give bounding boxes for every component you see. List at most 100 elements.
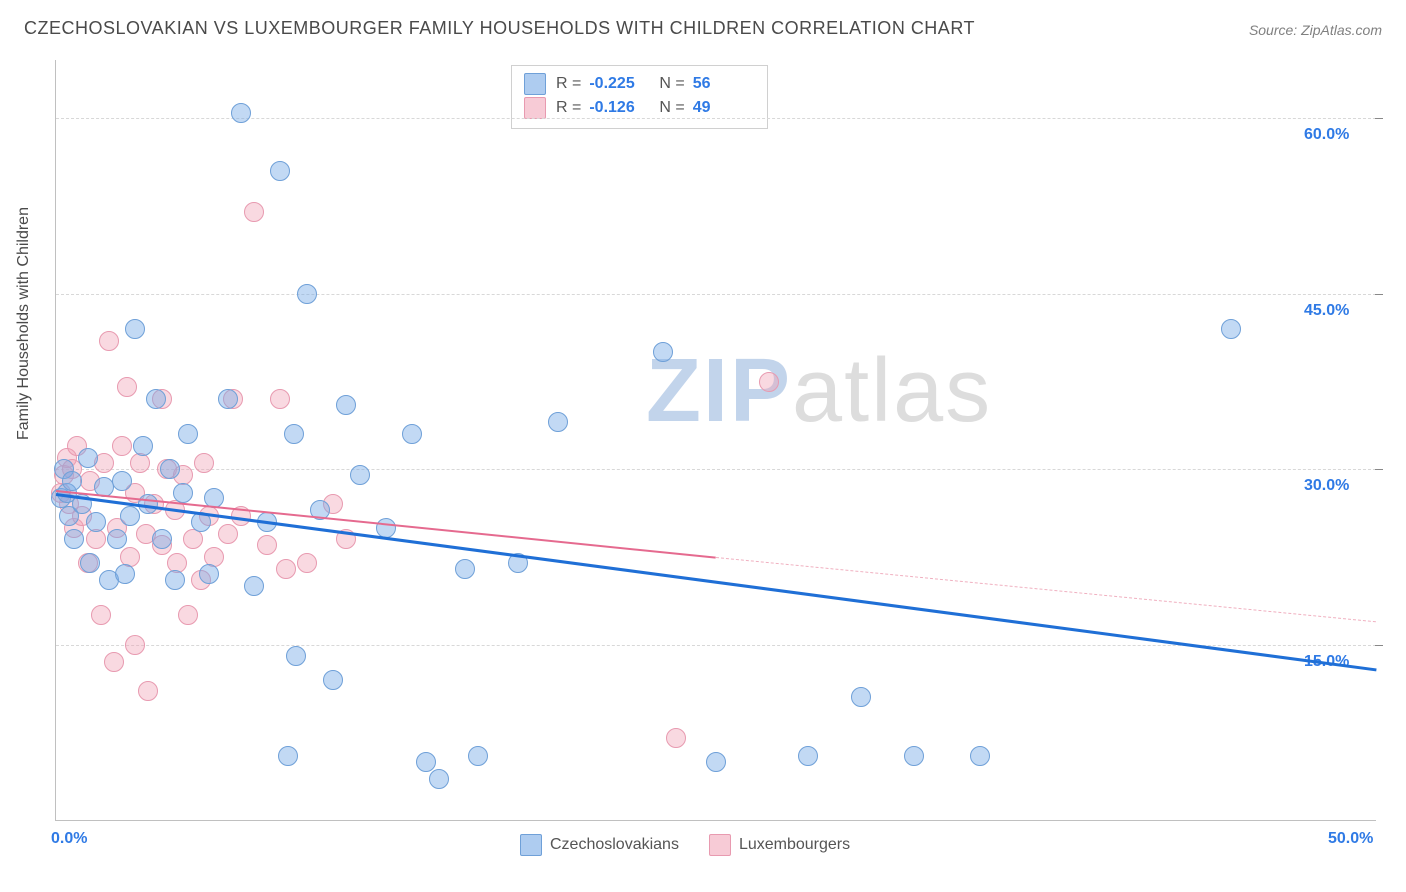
scatter-point	[138, 681, 158, 701]
scatter-point	[99, 331, 119, 351]
scatter-point	[117, 377, 137, 397]
scatter-point	[125, 635, 145, 655]
y-tick-label: 45.0%	[1304, 302, 1349, 320]
scatter-point	[218, 524, 238, 544]
stat-r-label: R =	[556, 96, 581, 120]
scatter-point	[146, 389, 166, 409]
scatter-point	[904, 746, 924, 766]
scatter-point	[350, 465, 370, 485]
legend-label: Luxembourgers	[739, 836, 850, 854]
scatter-point	[336, 395, 356, 415]
scatter-point	[78, 448, 98, 468]
legend: Czechoslovakians Luxembourgers	[520, 834, 850, 856]
x-tick-label: 0.0%	[51, 830, 87, 848]
stat-r-label: R =	[556, 72, 581, 96]
source-label: Source: ZipAtlas.com	[1249, 22, 1382, 38]
stats-row: R = -0.225 N = 56	[524, 72, 753, 96]
stat-r-value: -0.126	[589, 96, 649, 120]
scatter-point	[468, 746, 488, 766]
scatter-point	[257, 535, 277, 555]
scatter-point	[112, 471, 132, 491]
scatter-point	[218, 389, 238, 409]
scatter-point	[244, 576, 264, 596]
legend-label: Czechoslovakians	[550, 836, 679, 854]
scatter-point	[133, 436, 153, 456]
trend-line	[716, 557, 1376, 622]
x-tick-label: 50.0%	[1328, 830, 1373, 848]
scatter-point	[194, 453, 214, 473]
scatter-point	[165, 570, 185, 590]
y-tick-label: 60.0%	[1304, 126, 1349, 144]
stats-row: R = -0.126 N = 49	[524, 96, 753, 120]
scatter-point	[199, 564, 219, 584]
scatter-point	[276, 559, 296, 579]
scatter-point	[798, 746, 818, 766]
y-tick-label: 30.0%	[1304, 477, 1349, 495]
axis-tick	[1375, 469, 1383, 470]
scatter-point	[666, 728, 686, 748]
scatter-point	[284, 424, 304, 444]
scatter-point	[86, 529, 106, 549]
scatter-point	[759, 372, 779, 392]
gridline	[56, 294, 1376, 295]
scatter-point	[112, 436, 132, 456]
scatter-point	[130, 453, 150, 473]
axis-tick	[1375, 645, 1383, 646]
stat-r-value: -0.225	[589, 72, 649, 96]
scatter-point	[160, 459, 180, 479]
scatter-point	[183, 529, 203, 549]
scatter-point	[231, 103, 251, 123]
scatter-plot: ZIPatlas R = -0.225 N = 56 R = -0.126 N …	[55, 60, 1376, 821]
scatter-point	[104, 652, 124, 672]
swatch-blue	[520, 834, 542, 856]
scatter-point	[286, 646, 306, 666]
scatter-point	[120, 506, 140, 526]
scatter-point	[125, 319, 145, 339]
source-name: ZipAtlas.com	[1301, 22, 1382, 38]
swatch-pink	[524, 97, 546, 119]
scatter-point	[970, 746, 990, 766]
axis-tick	[1375, 118, 1383, 119]
scatter-point	[278, 746, 298, 766]
swatch-blue	[524, 73, 546, 95]
watermark-suffix: atlas	[792, 341, 992, 441]
scatter-point	[706, 752, 726, 772]
scatter-point	[653, 342, 673, 362]
scatter-point	[107, 529, 127, 549]
scatter-point	[416, 752, 436, 772]
stat-n-label: N =	[659, 72, 684, 96]
legend-item: Luxembourgers	[709, 834, 850, 856]
scatter-point	[297, 553, 317, 573]
gridline	[56, 118, 1376, 119]
chart-title: CZECHOSLOVAKIAN VS LUXEMBOURGER FAMILY H…	[24, 18, 975, 39]
scatter-point	[1221, 319, 1241, 339]
gridline	[56, 469, 1376, 470]
scatter-point	[178, 424, 198, 444]
scatter-point	[323, 670, 343, 690]
scatter-point	[86, 512, 106, 532]
scatter-point	[64, 529, 84, 549]
stat-n-label: N =	[659, 96, 684, 120]
stat-n-value: 49	[693, 96, 753, 120]
scatter-point	[548, 412, 568, 432]
scatter-point	[455, 559, 475, 579]
scatter-point	[173, 483, 193, 503]
scatter-point	[851, 687, 871, 707]
legend-item: Czechoslovakians	[520, 834, 679, 856]
scatter-point	[402, 424, 422, 444]
source-prefix: Source:	[1249, 22, 1297, 38]
scatter-point	[376, 518, 396, 538]
scatter-point	[80, 553, 100, 573]
axis-tick	[1375, 294, 1383, 295]
y-axis-title: Family Households with Children	[15, 207, 33, 440]
scatter-point	[270, 389, 290, 409]
scatter-point	[152, 529, 172, 549]
scatter-point	[178, 605, 198, 625]
scatter-point	[244, 202, 264, 222]
scatter-point	[62, 471, 82, 491]
scatter-point	[270, 161, 290, 181]
stat-n-value: 56	[693, 72, 753, 96]
scatter-point	[115, 564, 135, 584]
watermark: ZIPatlas	[646, 340, 992, 443]
swatch-pink	[709, 834, 731, 856]
